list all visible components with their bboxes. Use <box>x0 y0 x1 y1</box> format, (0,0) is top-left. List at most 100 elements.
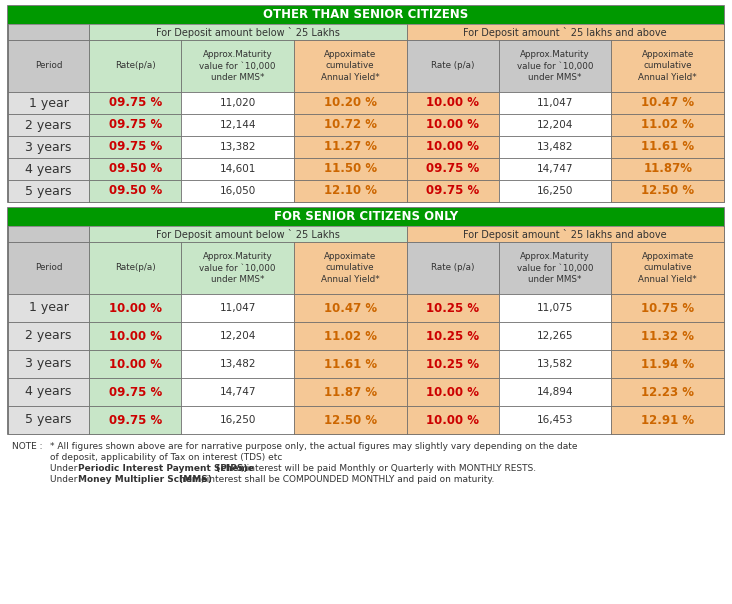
Bar <box>611 242 724 294</box>
Bar <box>294 322 406 350</box>
Text: Periodic Interest Payment Scheme: Periodic Interest Payment Scheme <box>78 464 254 473</box>
Bar <box>294 294 406 322</box>
Bar <box>294 180 406 202</box>
Text: 12,204: 12,204 <box>220 331 256 341</box>
Text: 11,020: 11,020 <box>220 98 255 108</box>
Bar <box>294 40 406 92</box>
Text: 11.87 %: 11.87 % <box>324 385 377 399</box>
Text: 13,382: 13,382 <box>220 142 256 152</box>
Bar <box>294 136 406 158</box>
Text: 10.00 %: 10.00 % <box>109 301 162 315</box>
Text: 12,265: 12,265 <box>537 331 573 341</box>
Text: 10.25 %: 10.25 % <box>426 330 479 342</box>
Bar <box>8 40 89 92</box>
Bar <box>182 322 294 350</box>
Bar <box>406 40 498 92</box>
Text: 14,747: 14,747 <box>220 387 256 397</box>
Text: 4 years: 4 years <box>26 162 72 176</box>
Text: 11,047: 11,047 <box>220 303 256 313</box>
Bar <box>406 24 724 40</box>
Bar <box>89 114 182 136</box>
Text: (PIPS): (PIPS) <box>213 464 247 473</box>
Text: 5 years: 5 years <box>26 184 72 198</box>
Bar <box>498 40 611 92</box>
Text: 14,601: 14,601 <box>220 164 256 174</box>
Text: Appoximate
cumulative
Annual Yield*: Appoximate cumulative Annual Yield* <box>638 252 697 284</box>
Text: 11.02 %: 11.02 % <box>324 330 377 342</box>
Text: 09.75 %: 09.75 % <box>426 184 479 198</box>
Text: 10.00 %: 10.00 % <box>109 330 162 342</box>
Bar <box>182 242 294 294</box>
Text: 09.75 %: 09.75 % <box>426 162 479 176</box>
Bar <box>8 350 89 378</box>
Bar <box>89 24 406 40</box>
Text: 10.00 %: 10.00 % <box>426 414 479 426</box>
Bar <box>8 378 89 406</box>
Bar <box>611 158 724 180</box>
Text: 10.00 %: 10.00 % <box>426 118 479 132</box>
Bar <box>8 114 89 136</box>
Bar <box>89 92 182 114</box>
Bar <box>8 208 724 434</box>
Bar <box>294 114 406 136</box>
Text: 14,894: 14,894 <box>537 387 573 397</box>
Bar <box>182 114 294 136</box>
Bar <box>498 322 611 350</box>
Text: NOTE :: NOTE : <box>12 442 42 451</box>
Bar <box>182 378 294 406</box>
Text: Under: Under <box>50 475 81 484</box>
Text: 10.00 %: 10.00 % <box>426 141 479 153</box>
Bar <box>498 378 611 406</box>
Bar <box>406 322 498 350</box>
Bar <box>611 40 724 92</box>
Text: 12.50 %: 12.50 % <box>324 414 377 426</box>
Bar <box>182 40 294 92</box>
Text: For Deposit amount below ` 25 Lakhs: For Deposit amount below ` 25 Lakhs <box>156 27 340 37</box>
Text: 12,204: 12,204 <box>537 120 573 130</box>
Bar <box>498 406 611 434</box>
Bar <box>182 406 294 434</box>
Text: 10.47 %: 10.47 % <box>641 97 694 109</box>
Text: For Deposit amount ` 25 lakhs and above: For Deposit amount ` 25 lakhs and above <box>463 228 667 240</box>
Bar <box>8 180 89 202</box>
Bar <box>611 180 724 202</box>
Bar <box>89 350 182 378</box>
Bar <box>89 226 406 242</box>
Text: Approx.Maturity
value for `10,000
under MMS*: Approx.Maturity value for `10,000 under … <box>199 252 276 284</box>
Text: 10.75 %: 10.75 % <box>641 301 694 315</box>
Bar <box>89 406 182 434</box>
Bar <box>8 242 89 294</box>
Text: Rate(p/a): Rate(p/a) <box>115 263 156 272</box>
Bar <box>8 6 724 202</box>
Text: 11.87%: 11.87% <box>643 162 692 176</box>
Text: 09.50 %: 09.50 % <box>108 162 162 176</box>
Bar <box>89 40 182 92</box>
Bar <box>406 350 498 378</box>
Text: 11.02 %: 11.02 % <box>641 118 694 132</box>
Text: 11,075: 11,075 <box>537 303 573 313</box>
Bar <box>498 136 611 158</box>
Text: , interest shall be COMPOUNDED MONTHLY and paid on maturity.: , interest shall be COMPOUNDED MONTHLY a… <box>201 475 494 484</box>
Bar <box>182 136 294 158</box>
Text: 10.20 %: 10.20 % <box>324 97 377 109</box>
Bar <box>294 350 406 378</box>
Text: Under: Under <box>50 464 81 473</box>
Bar <box>498 242 611 294</box>
Bar <box>89 242 182 294</box>
Bar <box>89 378 182 406</box>
Text: 16,250: 16,250 <box>220 415 256 425</box>
Bar <box>89 180 182 202</box>
Bar <box>611 114 724 136</box>
Bar <box>182 180 294 202</box>
Bar <box>406 378 498 406</box>
Text: Approx.Maturity
value for `10,000
under MMS*: Approx.Maturity value for `10,000 under … <box>517 252 594 284</box>
Bar <box>8 158 89 180</box>
Text: 10.47 %: 10.47 % <box>324 301 377 315</box>
Bar <box>611 92 724 114</box>
Text: Period: Period <box>35 62 62 71</box>
Bar <box>294 158 406 180</box>
Text: Money Multiplier Scheme: Money Multiplier Scheme <box>78 475 207 484</box>
Text: Approx.Maturity
value for `10,000
under MMS*: Approx.Maturity value for `10,000 under … <box>199 50 276 82</box>
Text: Appoximate
cumulative
Annual Yield*: Appoximate cumulative Annual Yield* <box>321 50 380 82</box>
Text: Approx.Maturity
value for `10,000
under MMS*: Approx.Maturity value for `10,000 under … <box>517 50 594 82</box>
